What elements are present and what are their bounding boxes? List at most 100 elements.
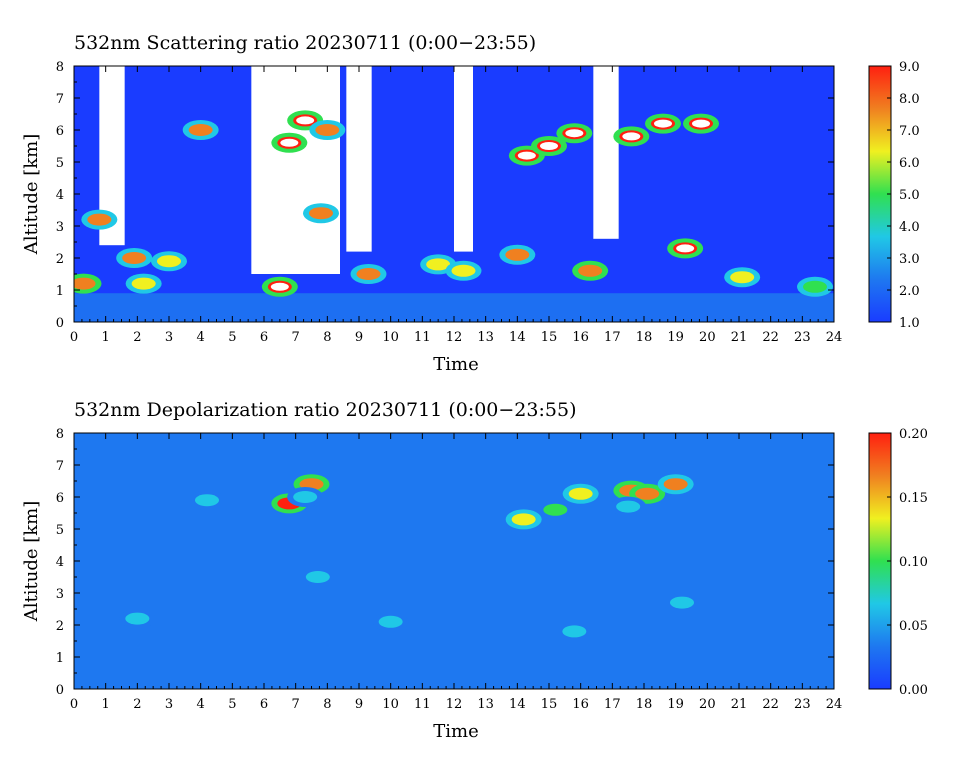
colorbar-tick-label: 1.0 [899,316,920,331]
x-tick-label: 21 [731,330,748,345]
heatmap-feature [261,276,298,297]
x-tick-label: 10 [382,330,399,345]
heatmap-feature [271,132,308,153]
y-tick-label: 1 [56,651,64,666]
colorbar-tick-label: 4.0 [899,220,920,235]
depolarization-x-axis-label: Time [433,721,478,742]
x-tick-label: 19 [667,697,684,712]
depolarization-title: 532nm Depolarization ratio 20230711 (0:0… [74,399,576,421]
heatmap-feature [189,490,225,511]
x-tick-label: 24 [826,330,843,345]
y-tick-label: 8 [56,427,64,442]
heatmap-feature [645,113,681,134]
y-tick-label: 5 [56,156,64,171]
x-tick-label: 2 [133,330,141,345]
x-tick-label: 4 [197,697,205,712]
scattering-y-axis-label: Altitude [km] [21,134,42,256]
scattering-title: 532nm Scattering ratio 20230711 (0:00−23… [74,32,536,54]
heatmap-feature [299,567,336,587]
colorbar-tick-label: 0.20 [899,427,928,442]
heatmap-feature [664,592,700,613]
heatmap-feature [74,273,102,294]
scattering-axes: 0 1 2 3 4 5 6 7 8 9 10 11 12 13 14 15 16 17 18 19 20 21 22 23 24… [56,60,843,345]
clear-sky-region [251,66,340,274]
colorbar-tick-label: 9.0 [899,60,920,75]
depolarization-ratio-panel: 532nm Depolarization ratio 20230711 (0:0… [21,399,928,742]
heatmap-feature [116,248,153,268]
colorbar-tick-label: 2.0 [899,284,920,299]
x-tick-label: 22 [762,330,779,345]
heatmap-feature [505,509,542,530]
x-tick-label: 14 [509,330,526,345]
y-tick-label: 7 [56,92,64,107]
heatmap-feature [556,123,593,144]
heatmap-feature [556,621,593,642]
x-tick-label: 13 [477,330,494,345]
colorbar-tick-label: 7.0 [899,124,920,139]
colorbar-tick-label: 0.05 [899,619,928,634]
heatmap-feature [610,496,647,517]
x-tick-label: 18 [636,697,653,712]
x-tick-label: 1 [102,697,110,712]
heatmap-feature [372,611,409,632]
heatmap-feature [797,276,833,297]
x-tick-label: 6 [260,697,268,712]
x-tick-label: 3 [165,330,173,345]
clear-sky-region [346,66,372,252]
x-tick-label: 15 [541,330,558,345]
x-tick-label: 12 [446,697,463,712]
colorbar-tick-label: 6.0 [899,156,920,171]
heatmap-feature [531,136,567,156]
y-tick-label: 0 [56,316,64,331]
x-tick-label: 20 [699,697,716,712]
x-tick-label: 15 [541,697,558,712]
colorbar-tick-label: 3.0 [899,252,920,267]
heatmap-feature [499,244,536,265]
scattering-colorbar: 1.0 2.0 3.0 4.0 5.0 6.0 7.0 8.0 9.0 [868,60,920,331]
x-tick-label: 18 [636,330,653,345]
x-tick-label: 11 [414,697,431,712]
x-tick-label: 5 [228,330,236,345]
x-tick-label: 16 [572,330,589,345]
depolarization-colorbar: 0.00 0.05 0.10 0.15 0.20 [868,427,928,698]
y-tick-label: 1 [56,284,64,299]
y-tick-label: 3 [56,220,64,235]
heatmap-feature [309,120,346,140]
heatmap-feature [537,499,574,520]
x-tick-label: 23 [794,697,811,712]
x-tick-label: 9 [355,330,363,345]
y-tick-label: 5 [56,523,64,538]
heatmap-feature [125,273,162,294]
x-tick-label: 9 [355,697,363,712]
x-tick-label: 4 [197,330,205,345]
heatmap-feature [667,238,704,259]
heatmap-feature [724,267,761,288]
x-tick-label: 0 [70,330,78,345]
y-tick-label: 6 [56,124,64,139]
x-tick-label: 19 [667,330,684,345]
x-tick-label: 5 [228,697,236,712]
x-tick-label: 21 [731,697,748,712]
x-tick-label: 17 [604,330,621,345]
heatmap-feature [613,126,650,147]
x-tick-label: 1 [102,330,110,345]
y-tick-label: 4 [56,555,64,570]
x-tick-label: 24 [826,697,843,712]
x-tick-label: 7 [292,330,300,345]
depolarization-y-axis-label: Altitude [km] [21,501,42,623]
x-tick-label: 2 [133,697,141,712]
x-tick-label: 13 [477,697,494,712]
heatmap-feature [445,260,482,281]
y-tick-label: 2 [56,252,64,267]
colorbar-tick-label: 0.15 [899,491,928,506]
y-tick-label: 3 [56,587,64,602]
scattering-ratio-panel: 532nm Scattering ratio 20230711 (0:00−23… [21,32,920,375]
x-tick-label: 17 [604,697,621,712]
x-tick-label: 12 [446,330,463,345]
clear-sky-region [454,66,473,252]
x-tick-label: 11 [414,330,431,345]
x-tick-label: 16 [572,697,589,712]
x-tick-label: 20 [699,330,716,345]
x-tick-label: 8 [323,330,331,345]
